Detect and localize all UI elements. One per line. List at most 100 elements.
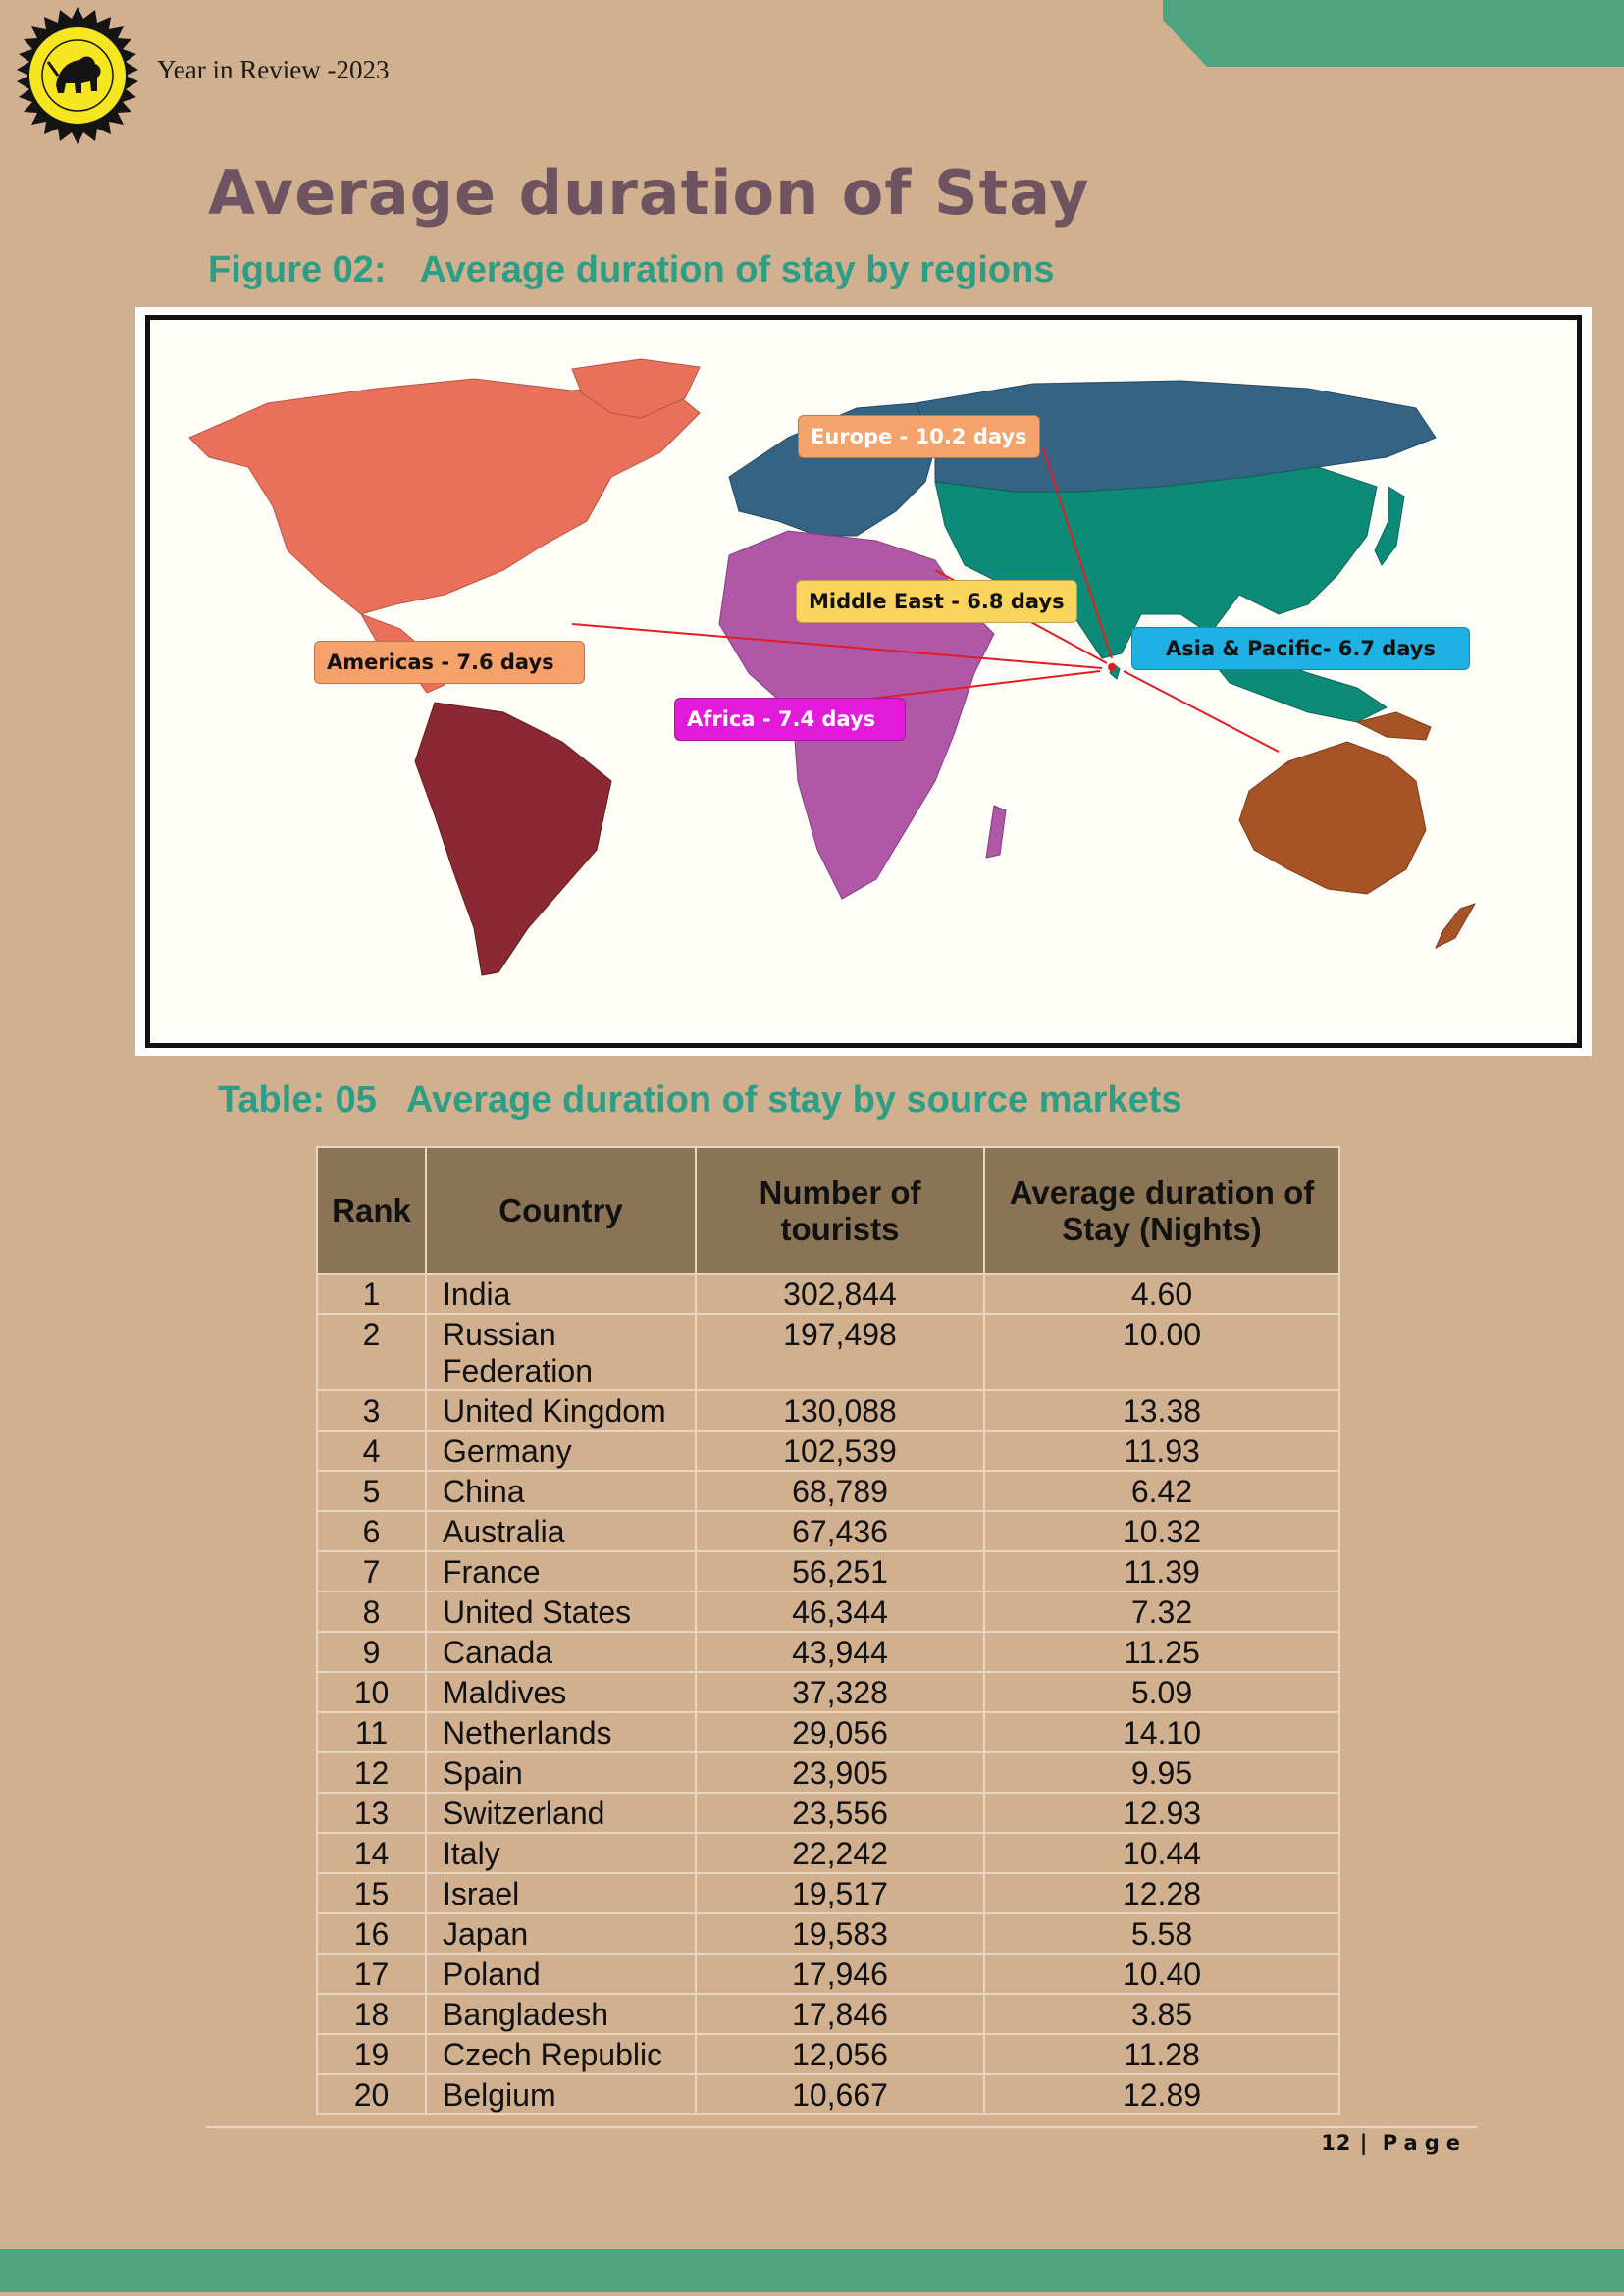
country-cell: United Kingdom — [425, 1389, 697, 1432]
table-row: 7 France 56,251 11.39 — [316, 1550, 1340, 1592]
figure-number: Figure 02: — [208, 249, 387, 290]
rank-cell: 10 — [316, 1671, 427, 1713]
top-banner — [1163, 0, 1624, 67]
emblem-logo — [17, 7, 138, 144]
tourists-cell: 102,539 — [695, 1430, 985, 1472]
country-cell: Czech Republic — [425, 2033, 697, 2075]
rank-cell: 1 — [316, 1273, 427, 1315]
tourists-cell: 19,583 — [695, 1912, 985, 1955]
bottom-band — [0, 2249, 1624, 2292]
table-row: 1 India 302,844 4.60 — [316, 1273, 1340, 1315]
avg-stay-cell: 3.85 — [983, 1993, 1340, 2035]
rank-cell: 12 — [316, 1751, 427, 1794]
table-row: 5 China 68,789 6.42 — [316, 1470, 1340, 1512]
avg-stay-cell: 10.40 — [983, 1953, 1340, 1995]
avg-stay-cell: 5.09 — [983, 1671, 1340, 1713]
country-cell: Netherlands — [425, 1711, 697, 1753]
page-number-value: 12 — [1321, 2131, 1352, 2155]
country-cell: India — [425, 1273, 697, 1315]
north-america-landmass — [188, 378, 701, 615]
avg-stay-cell: 6.42 — [983, 1470, 1340, 1512]
tourists-cell: 67,436 — [695, 1510, 985, 1552]
figure-title: Average duration of stay by regions — [419, 249, 1055, 290]
tourists-cell: 19,517 — [695, 1872, 985, 1914]
table-header-row: Rank Country Number of tourists Average … — [316, 1146, 1340, 1275]
country-cell: China — [425, 1470, 697, 1512]
rank-cell: 9 — [316, 1631, 427, 1673]
avg-stay-cell: 12.93 — [983, 1792, 1340, 1834]
avg-stay-cell: 12.28 — [983, 1872, 1340, 1914]
table-row: 12 Spain 23,905 9.95 — [316, 1751, 1340, 1794]
avg-stay-cell: 9.95 — [983, 1751, 1340, 1794]
new-zealand-landmass — [1434, 903, 1477, 950]
table-row: 2 Russian Federation 197,498 10.00 — [316, 1313, 1340, 1391]
region-map-figure: Europe - 10.2 days Middle East - 6.8 day… — [135, 307, 1592, 1056]
country-cell: Belgium — [425, 2073, 697, 2115]
rank-cell: 2 — [316, 1313, 427, 1391]
table-row: 14 Italy 22,242 10.44 — [316, 1832, 1340, 1874]
rank-cell: 18 — [316, 1993, 427, 2035]
rank-cell: 11 — [316, 1711, 427, 1753]
rank-cell: 14 — [316, 1832, 427, 1874]
japan-landmass — [1374, 486, 1405, 566]
tourists-cell: 29,056 — [695, 1711, 985, 1753]
tourists-cell: 197,498 — [695, 1313, 985, 1391]
world-map: Europe - 10.2 days Middle East - 6.8 day… — [145, 315, 1582, 1048]
australia-landmass — [1238, 741, 1427, 895]
table-row: 11 Netherlands 29,056 14.10 — [316, 1711, 1340, 1753]
table-row: 6 Australia 67,436 10.32 — [316, 1510, 1340, 1552]
table-caption: Table: 05 Average duration of stay by sou… — [218, 1079, 1181, 1122]
middle-east-label: Middle East - 6.8 days — [796, 580, 1077, 623]
africa-label: Africa - 7.4 days — [674, 698, 907, 741]
sri-lanka-marker — [1108, 663, 1116, 671]
avg-stay-cell: 11.25 — [983, 1631, 1340, 1673]
table-row: 13 Switzerland 23,556 12.93 — [316, 1792, 1340, 1834]
page-number: 12 | Page — [1321, 2131, 1467, 2155]
table-body: 1 India 302,844 4.60 2 Russian Federation 197,… — [316, 1273, 1340, 2115]
tourists-cell: 10,667 — [695, 2073, 985, 2115]
rank-cell: 19 — [316, 2033, 427, 2075]
country-cell: Switzerland — [425, 1792, 697, 1834]
header-avg-stay: Average duration of Stay (Nights) — [983, 1146, 1340, 1275]
rank-cell: 3 — [316, 1389, 427, 1432]
country-cell: Canada — [425, 1631, 697, 1673]
footer-divider — [206, 2126, 1477, 2128]
rank-cell: 15 — [316, 1872, 427, 1914]
table-row: 10 Maldives 37,328 5.09 — [316, 1671, 1340, 1713]
country-cell: Australia — [425, 1510, 697, 1552]
tourists-cell: 22,242 — [695, 1832, 985, 1874]
table-row: 17 Poland 17,946 10.40 — [316, 1953, 1340, 1995]
country-cell: Japan — [425, 1912, 697, 1955]
avg-stay-cell: 5.58 — [983, 1912, 1340, 1955]
report-header: Year in Review -2023 — [157, 55, 390, 84]
country-cell: Bangladesh — [425, 1993, 697, 2035]
table-row: 20 Belgium 10,667 12.89 — [316, 2073, 1340, 2115]
rank-cell: 7 — [316, 1550, 427, 1592]
tourists-cell: 37,328 — [695, 1671, 985, 1713]
tourists-cell: 43,944 — [695, 1631, 985, 1673]
header-tourists: Number of tourists — [695, 1146, 985, 1275]
south-america-landmass — [414, 702, 612, 976]
avg-stay-cell: 14.10 — [983, 1711, 1340, 1753]
avg-stay-cell: 11.28 — [983, 2033, 1340, 2075]
avg-stay-cell: 12.89 — [983, 2073, 1340, 2115]
madagascar-landmass — [985, 805, 1007, 859]
country-cell: Spain — [425, 1751, 697, 1794]
avg-stay-cell: 4.60 — [983, 1273, 1340, 1315]
rank-cell: 16 — [316, 1912, 427, 1955]
country-cell: Russian Federation — [425, 1313, 697, 1391]
country-cell: Israel — [425, 1872, 697, 1914]
avg-stay-cell: 11.39 — [983, 1550, 1340, 1592]
table-row: 4 Germany 102,539 11.93 — [316, 1430, 1340, 1472]
stay-duration-table: Rank Country Number of tourists Average … — [316, 1146, 1340, 2115]
avg-stay-cell: 10.44 — [983, 1832, 1340, 1874]
table-row: 9 Canada 43,944 11.25 — [316, 1631, 1340, 1673]
country-cell: Italy — [425, 1832, 697, 1874]
rank-cell: 8 — [316, 1591, 427, 1633]
rank-cell: 4 — [316, 1430, 427, 1472]
greenland-landmass — [571, 358, 701, 419]
europe-label: Europe - 10.2 days — [798, 415, 1040, 458]
rank-cell: 13 — [316, 1792, 427, 1834]
rank-cell: 20 — [316, 2073, 427, 2115]
rank-cell: 17 — [316, 1953, 427, 1995]
